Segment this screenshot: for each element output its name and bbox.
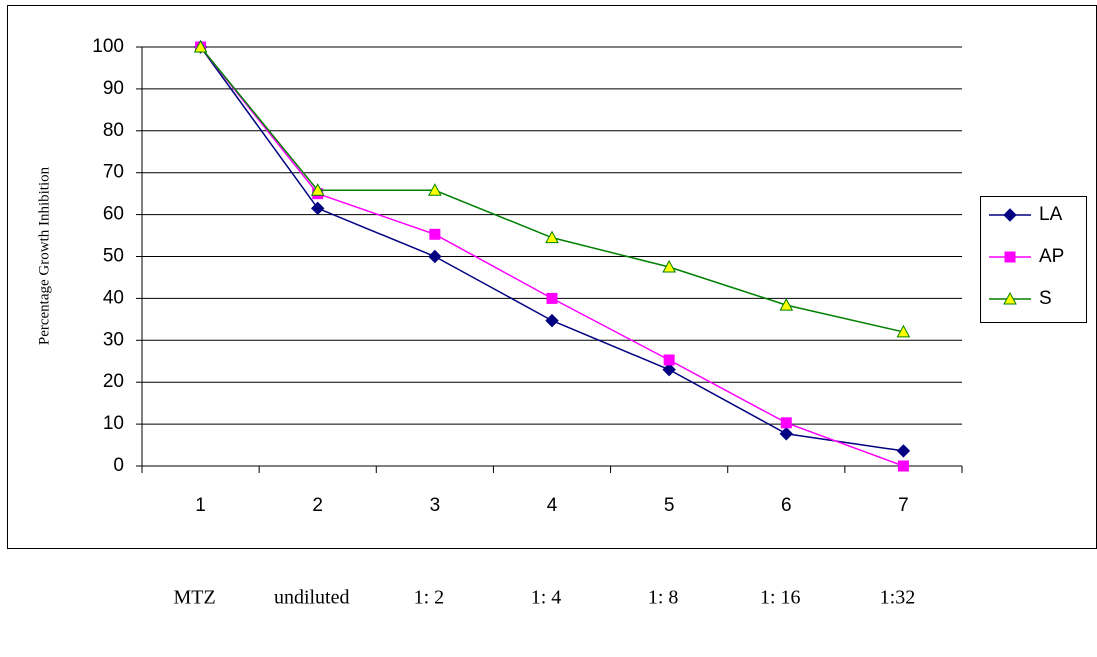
- dilution-label: 1: 4: [531, 587, 562, 609]
- chart-frame: [8, 6, 1097, 549]
- data-point: [429, 251, 441, 263]
- x-tick-label: 4: [547, 495, 558, 516]
- dilution-label: 1: 16: [760, 587, 801, 609]
- y-tick-label: 0: [113, 455, 124, 476]
- series-line: [201, 47, 904, 451]
- y-tick-label: 90: [103, 78, 124, 99]
- dilution-label: 1: 2: [414, 587, 445, 609]
- data-point: [547, 293, 557, 303]
- legend-label: AP: [1039, 246, 1064, 267]
- legend-label: LA: [1039, 204, 1063, 225]
- x-tick-label: 3: [430, 495, 441, 516]
- chart: Percentage Growth Inhibition 0 10 20 30 40 50…: [0, 0, 1097, 652]
- data-point: [664, 355, 674, 365]
- series-line: [201, 47, 904, 332]
- y-tick-label: 40: [103, 287, 124, 308]
- y-tick-label: 80: [103, 120, 124, 141]
- y-tick-label: 30: [103, 329, 124, 350]
- x-tick-label: 2: [312, 495, 323, 516]
- x-tick-label: 5: [664, 495, 675, 516]
- legend-label: S: [1039, 288, 1052, 309]
- data-point: [312, 202, 324, 214]
- data-point: [897, 445, 909, 457]
- y-axis-label: Percentage Growth Inhibition: [36, 166, 52, 345]
- y-tick-label: 100: [92, 36, 124, 57]
- dilution-label: 1: 8: [648, 587, 679, 609]
- data-point: [546, 232, 558, 243]
- data-point: [780, 428, 792, 440]
- y-tick-label: 70: [103, 162, 124, 183]
- dilution-label: undiluted: [274, 587, 350, 609]
- x-tick-label: 7: [898, 495, 909, 516]
- x-tick-label: 1: [195, 495, 206, 516]
- dilution-label: MTZ: [173, 587, 215, 609]
- y-tick-label: 60: [103, 204, 124, 225]
- data-point: [898, 461, 908, 471]
- page: {"chart_data": { "type": "line", "y_labe…: [0, 0, 1097, 657]
- data-point: [781, 418, 791, 428]
- legend-marker: [1005, 252, 1015, 262]
- y-tick-label: 50: [103, 246, 124, 267]
- data-point: [430, 229, 440, 239]
- data-point: [546, 315, 558, 327]
- dilution-label: 1:32: [880, 587, 916, 609]
- x-tick-label: 6: [781, 495, 792, 516]
- data-point: [780, 299, 792, 310]
- y-tick-label: 10: [103, 413, 124, 434]
- y-tick-label: 20: [103, 371, 124, 392]
